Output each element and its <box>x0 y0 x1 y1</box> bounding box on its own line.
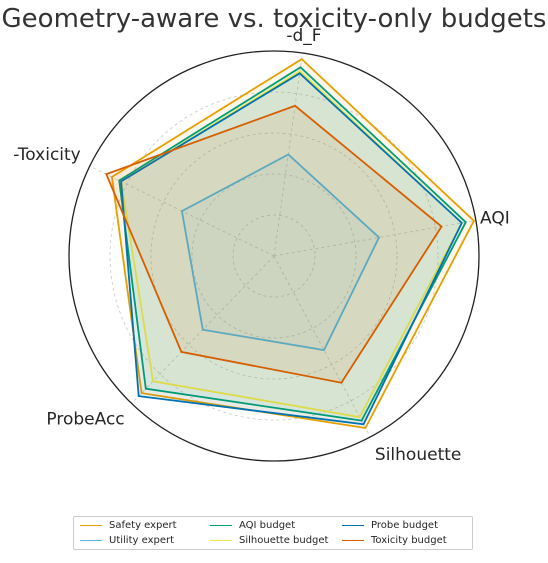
series-silhouette-budget <box>120 70 463 419</box>
legend-label: Silhouette budget <box>239 535 329 546</box>
legend-item: Silhouette budget <box>210 535 328 546</box>
legend-swatch <box>342 540 364 541</box>
legend-item: Probe budget <box>342 520 438 531</box>
spoke-Silhouette <box>273 255 371 438</box>
legend-label: Safety expert <box>109 520 177 531</box>
axis-labels: AQI Silhouette ProbeAcc -Toxicity -d_F <box>13 26 510 465</box>
series-toxicity-budget <box>105 104 443 384</box>
legend-label: Utility expert <box>109 535 175 546</box>
grid-ring-4 <box>109 91 439 421</box>
legend-item: Utility expert <box>80 535 174 546</box>
axis-label-aqi: AQI <box>480 209 510 229</box>
chart-title: Geometry-aware vs. toxicity-only budgets <box>1 4 547 34</box>
axis-label-toxicity: -Toxicity <box>13 145 81 165</box>
series-aqi-budget <box>118 66 467 422</box>
legend-label: Toxicity budget <box>371 535 447 546</box>
legend-swatch <box>342 525 364 526</box>
grid-ring-1 <box>232 214 316 298</box>
radar-series <box>105 57 476 429</box>
axis-label-silhouette: Silhouette <box>375 445 461 465</box>
legend-label: AQI budget <box>239 520 296 531</box>
series-probe-budget <box>120 72 463 426</box>
legend: Safety expert Utility expert AQI budget Sil… <box>73 516 473 550</box>
axis-label-df: -d_F <box>286 26 321 46</box>
outer-frame <box>68 50 480 462</box>
grid-ring-3 <box>150 132 398 380</box>
legend-label: Probe budget <box>371 520 438 531</box>
axis-label-probeacc: ProbeAcc <box>46 410 124 430</box>
legend-swatch <box>80 525 102 526</box>
legend-swatch <box>80 540 102 541</box>
legend-item: Toxicity budget <box>342 535 447 546</box>
legend-item: AQI budget <box>210 520 295 531</box>
legend-item: Safety expert <box>80 520 177 531</box>
legend-swatch <box>210 540 232 541</box>
series-utility-expert <box>180 153 381 352</box>
legend-swatch <box>210 525 232 526</box>
grid-ring-2 <box>191 173 357 339</box>
